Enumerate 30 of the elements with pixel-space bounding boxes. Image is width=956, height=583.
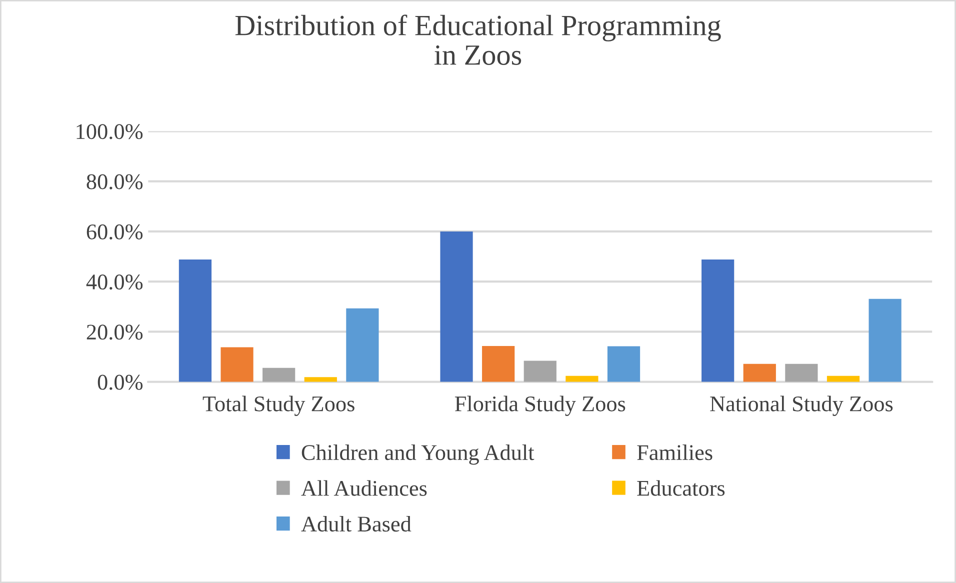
bar bbox=[220, 347, 254, 382]
bar bbox=[785, 364, 818, 382]
x-tick-label: Total Study Zoos bbox=[202, 396, 354, 416]
bar bbox=[868, 298, 902, 382]
y-tick-label: 40.0% bbox=[86, 274, 143, 290]
y-tick-label: 100.0% bbox=[76, 124, 143, 140]
legend-label: Adult Based bbox=[301, 516, 412, 532]
bar bbox=[566, 376, 598, 382]
bar bbox=[262, 368, 296, 382]
chart-title: Distribution of Educational Programming in Zoos bbox=[235, 14, 721, 65]
bar bbox=[178, 260, 212, 382]
bar bbox=[304, 377, 337, 382]
legend-label: Families bbox=[637, 444, 712, 460]
bar bbox=[524, 360, 556, 382]
y-tick-label: 0.0% bbox=[98, 374, 143, 390]
legend-label: All Audiences bbox=[301, 480, 427, 496]
bar bbox=[607, 346, 640, 382]
bar bbox=[743, 364, 776, 382]
legend-label: Children and Young Adult bbox=[302, 444, 534, 465]
legend-label: Educators bbox=[637, 480, 725, 496]
x-tick-label: Florida Study Zoos bbox=[454, 396, 626, 416]
y-tick-label: 80.0% bbox=[86, 174, 143, 190]
bar bbox=[440, 231, 473, 382]
bar bbox=[482, 346, 515, 382]
y-tick-label: 60.0% bbox=[86, 224, 143, 240]
bar bbox=[702, 260, 734, 382]
bar bbox=[346, 308, 379, 382]
y-tick-label: 20.0% bbox=[86, 324, 143, 340]
x-tick-label: National Study Zoos bbox=[710, 396, 893, 416]
bar bbox=[826, 376, 860, 382]
